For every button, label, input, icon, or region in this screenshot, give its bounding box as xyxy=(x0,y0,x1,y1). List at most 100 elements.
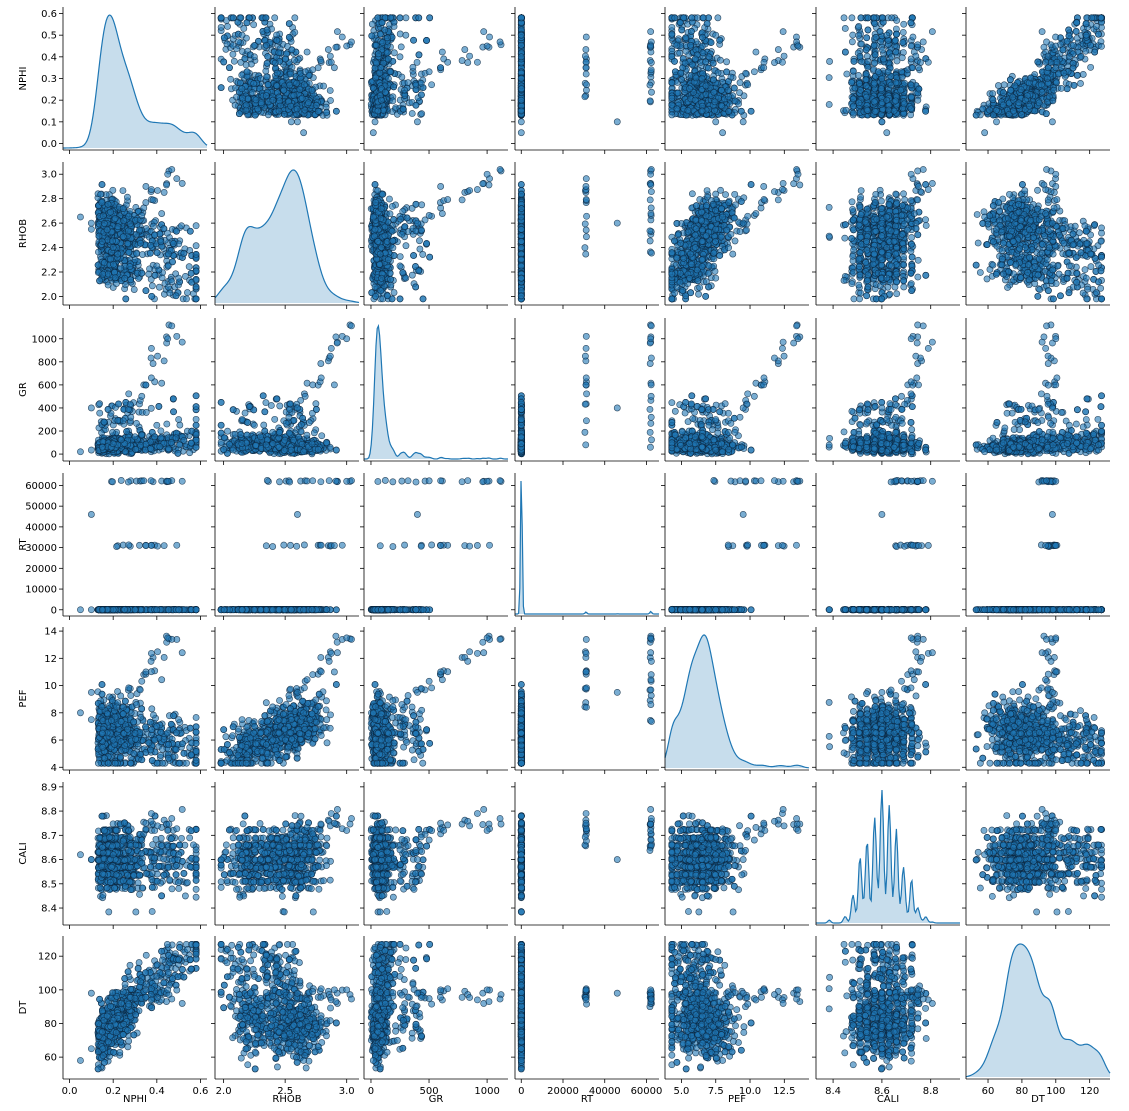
point xyxy=(333,108,339,114)
point xyxy=(333,44,339,50)
point xyxy=(416,15,422,21)
point xyxy=(265,53,271,59)
point xyxy=(401,87,407,93)
point xyxy=(321,83,327,89)
point xyxy=(390,98,396,104)
point xyxy=(282,56,288,62)
point xyxy=(272,15,278,21)
point xyxy=(224,23,230,29)
point xyxy=(410,64,416,70)
point xyxy=(288,119,294,125)
y-tick-label: 0.4 xyxy=(41,52,57,63)
point xyxy=(328,59,334,65)
y-tick-label: 0.2 xyxy=(41,96,57,107)
point xyxy=(378,97,384,103)
point xyxy=(424,37,430,43)
point xyxy=(242,56,248,62)
point xyxy=(287,82,293,88)
point xyxy=(327,53,333,59)
point xyxy=(265,82,271,88)
point xyxy=(462,46,468,52)
point xyxy=(323,110,329,116)
point xyxy=(339,34,345,40)
point xyxy=(397,54,403,60)
point xyxy=(264,60,270,66)
point xyxy=(294,80,300,86)
point xyxy=(294,106,300,112)
y-tick-label: 0.1 xyxy=(41,117,57,128)
point xyxy=(398,44,404,50)
point xyxy=(237,80,243,86)
point xyxy=(429,82,435,88)
point xyxy=(373,60,379,66)
point xyxy=(281,87,287,93)
point xyxy=(375,15,381,21)
point xyxy=(292,29,298,35)
point xyxy=(388,15,394,21)
panel-NPHI-vs-GR xyxy=(360,7,508,154)
point xyxy=(239,86,245,92)
y-tick-label: 0.5 xyxy=(41,31,57,42)
point xyxy=(292,15,298,21)
point xyxy=(325,46,331,52)
point xyxy=(391,84,397,90)
point xyxy=(309,87,315,93)
point xyxy=(375,108,381,114)
point xyxy=(221,35,227,41)
point xyxy=(218,85,224,91)
point xyxy=(286,20,292,26)
point xyxy=(264,27,270,33)
point xyxy=(276,98,282,104)
point xyxy=(230,42,236,48)
point xyxy=(315,65,321,71)
point xyxy=(414,119,420,125)
point xyxy=(397,31,403,37)
point xyxy=(301,82,307,88)
point xyxy=(304,49,310,55)
point xyxy=(287,71,293,77)
point xyxy=(286,34,292,40)
point xyxy=(380,39,386,45)
point xyxy=(249,90,255,96)
point xyxy=(227,76,233,82)
point xyxy=(252,112,258,118)
point xyxy=(221,59,227,65)
y-tick-label: 0.0 xyxy=(41,139,57,150)
point xyxy=(484,43,490,49)
point xyxy=(331,65,337,71)
point xyxy=(294,119,300,125)
panel-NPHI-vs-NPHI: 0.00.10.20.30.40.50.6 xyxy=(41,7,207,154)
point xyxy=(384,35,390,41)
point xyxy=(465,59,471,65)
point xyxy=(272,60,278,66)
point xyxy=(438,65,444,71)
point xyxy=(375,51,381,57)
point xyxy=(416,52,422,58)
point xyxy=(385,56,391,62)
point xyxy=(410,37,416,43)
point xyxy=(439,49,445,55)
point xyxy=(344,43,350,49)
point xyxy=(305,100,311,106)
point xyxy=(265,112,271,118)
point xyxy=(369,33,375,39)
point xyxy=(276,50,282,56)
point xyxy=(459,57,465,63)
point xyxy=(251,54,257,60)
point xyxy=(301,130,307,136)
y-tick-label: 0.3 xyxy=(41,74,57,85)
point xyxy=(318,57,324,63)
panel-NPHI-vs-RHOB xyxy=(211,7,359,154)
point xyxy=(224,41,230,47)
point xyxy=(397,15,403,21)
point xyxy=(373,42,379,48)
point xyxy=(243,102,249,108)
point xyxy=(384,50,390,56)
point xyxy=(426,69,432,75)
point xyxy=(405,80,411,86)
point xyxy=(244,69,250,75)
point xyxy=(370,130,376,136)
point xyxy=(251,80,257,86)
point xyxy=(243,62,249,68)
